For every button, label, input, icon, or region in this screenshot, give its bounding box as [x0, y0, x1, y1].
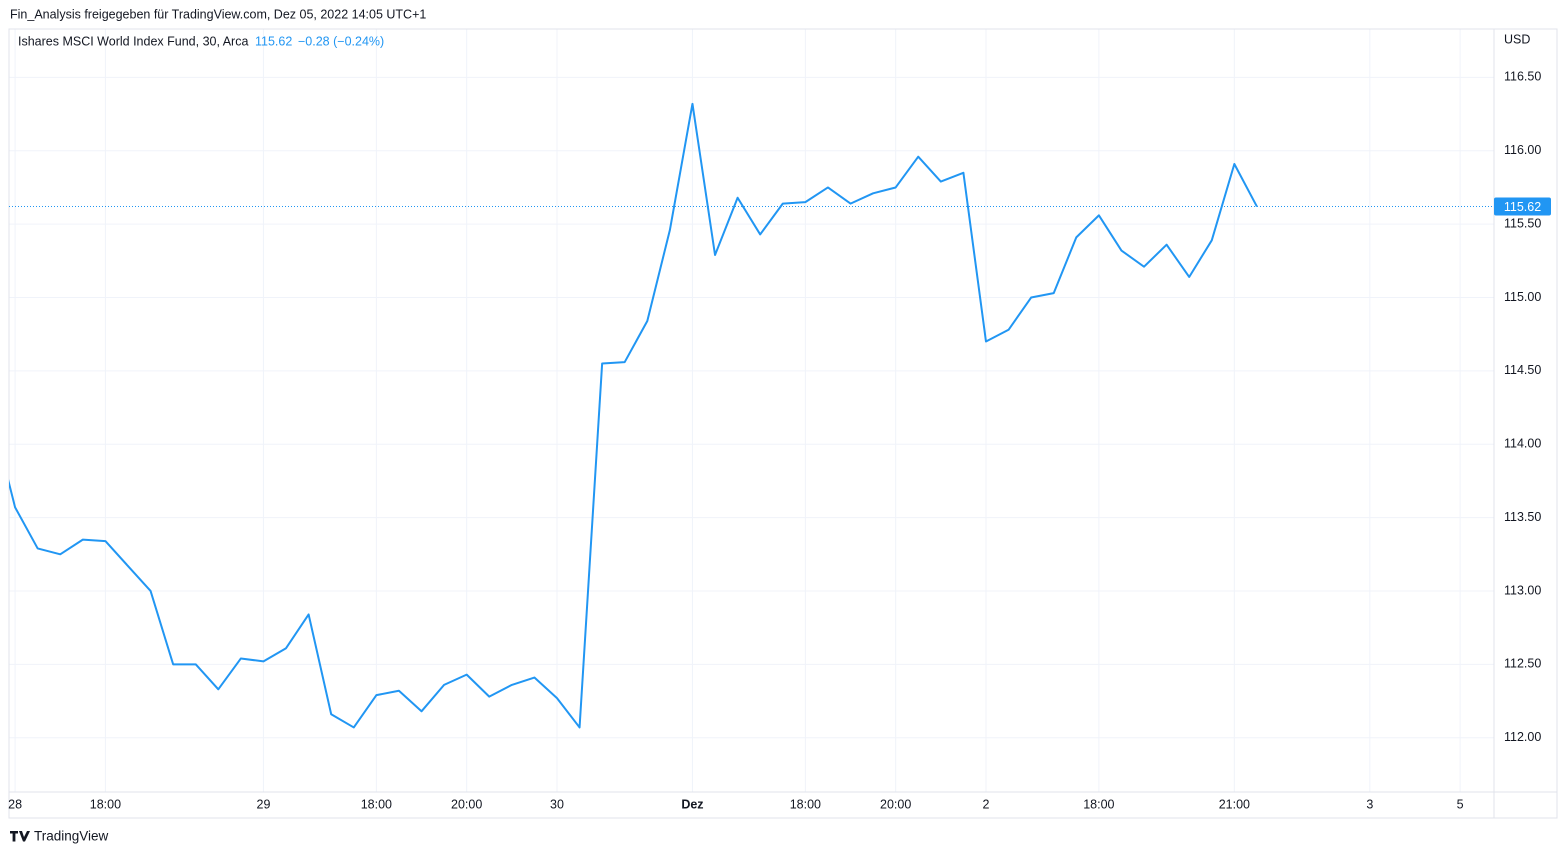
x-tick-label: 5: [1457, 797, 1464, 811]
y-tick-label: 116.50: [1504, 70, 1541, 84]
last-price-label: 115.62: [1504, 200, 1541, 214]
attribution: Fin_Analysis freigegeben für TradingView…: [10, 7, 426, 21]
y-tick-label: 115.00: [1504, 290, 1541, 304]
y-tick-label: 116.00: [1504, 143, 1541, 157]
x-tick-label: 30: [550, 797, 564, 811]
x-tick-label: 18:00: [90, 797, 121, 811]
y-tick-label: 113.50: [1504, 510, 1541, 524]
y-tick-label: 114.50: [1504, 363, 1541, 377]
y-tick-label: 114.00: [1504, 437, 1541, 451]
x-tick-label: 18:00: [790, 797, 821, 811]
frame: [8, 28, 1558, 819]
chart-title: Ishares MSCI World Index Fund, 30, Arca: [18, 34, 248, 48]
y-tick-label: 112.00: [1504, 730, 1541, 744]
y-axis-label: USD: [1504, 32, 1530, 46]
y-tick-label: 115.50: [1504, 216, 1541, 230]
x-tick-label: 2: [983, 797, 990, 811]
logo: [10, 831, 30, 842]
price-line: [9, 102, 1258, 729]
x-tick-label: 21:00: [1219, 797, 1250, 811]
x-tick-label: 20:00: [451, 797, 482, 811]
x-tick-label: 3: [1366, 797, 1373, 811]
price-change: −0.28 (−0.24%): [298, 34, 384, 48]
x-tick-label: 18:00: [1083, 797, 1114, 811]
last-price: 115.62: [255, 34, 292, 48]
footer: TradingView: [34, 829, 109, 844]
y-tick-label: 112.50: [1504, 657, 1541, 671]
x-tick-label: Dez: [681, 797, 703, 811]
y-tick-label: 113.00: [1504, 583, 1541, 597]
x-tick-label: 20:00: [880, 797, 911, 811]
last-price-box: [1494, 197, 1551, 216]
x-tick-label: 18:00: [361, 797, 392, 811]
x-tick-label: 29: [257, 797, 271, 811]
x-tick-label: 28: [8, 797, 22, 811]
